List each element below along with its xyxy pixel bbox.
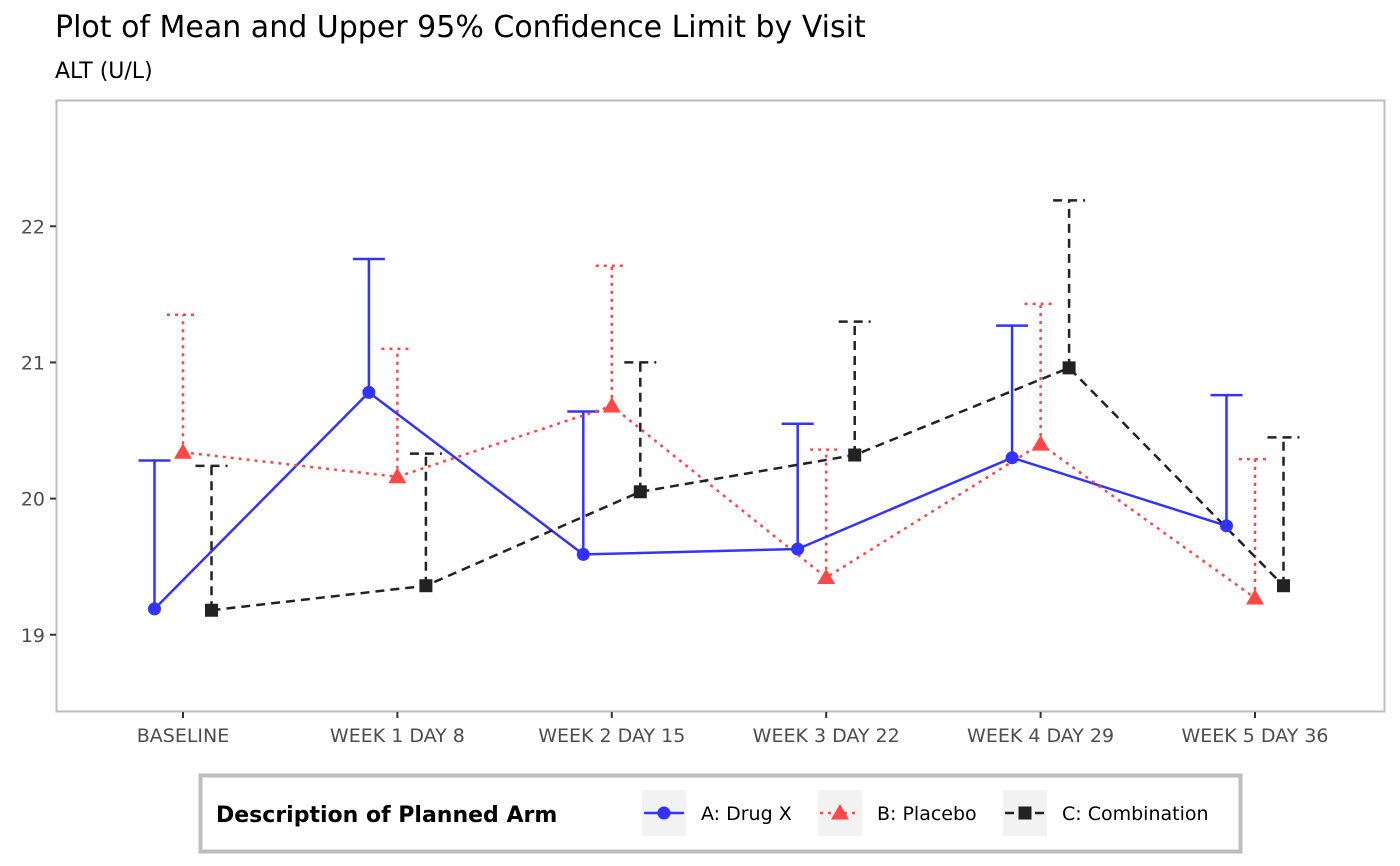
legend-key-marker xyxy=(1018,806,1032,820)
series-markers xyxy=(148,361,1290,617)
legend-items: A: Drug X B: Placebo C: Combination xyxy=(642,790,1209,836)
data-point-b-placebo xyxy=(602,397,621,413)
data-point-c-combination xyxy=(1062,361,1076,375)
legend-label: A: Drug X xyxy=(701,803,792,825)
data-point-a-drug-x xyxy=(148,602,161,616)
x-tick-label: WEEK 3 DAY 22 xyxy=(753,725,900,747)
series-line-b-placebo xyxy=(182,404,1256,600)
legend-item-b-placebo: B: Placebo xyxy=(818,790,977,836)
x-tick-label: WEEK 5 DAY 36 xyxy=(1181,725,1328,747)
error-bar-a-drug-x xyxy=(996,324,1029,458)
error-bar-b-placebo xyxy=(167,313,199,453)
data-point-b-placebo xyxy=(388,467,407,484)
error-bar-c-combination xyxy=(624,361,657,492)
chart-subtitle: ALT (U/L) xyxy=(55,59,153,84)
data-point-b-placebo xyxy=(817,568,836,585)
data-point-b-placebo xyxy=(1246,588,1264,605)
error-bar-c-combination xyxy=(409,452,442,586)
error-bar-b-placebo xyxy=(1024,302,1057,445)
data-point-a-drug-x xyxy=(362,385,376,399)
error-bar-a-drug-x xyxy=(352,257,385,393)
error-bar-c-combination xyxy=(838,320,871,456)
data-point-c-combination xyxy=(419,579,433,593)
series-lines xyxy=(153,366,1285,612)
legend: Description of Planned Arm A: Drug X B: P… xyxy=(198,773,1243,854)
x-tick-label: WEEK 4 DAY 29 xyxy=(967,725,1114,747)
legend-box xyxy=(198,773,1243,854)
legend-title: Description of Planned Arm xyxy=(216,803,557,828)
error-bar-a-drug-x xyxy=(567,410,600,555)
data-point-c-combination xyxy=(205,603,218,617)
data-point-c-combination xyxy=(1277,579,1290,593)
x-tick-label: WEEK 1 DAY 8 xyxy=(330,725,465,747)
error-bars xyxy=(138,199,1300,611)
error-bar-b-placebo xyxy=(595,264,628,406)
x-tick-label: WEEK 2 DAY 15 xyxy=(538,725,685,747)
y-axis: 19 20 21 22 xyxy=(21,216,56,647)
x-axis: BASELINE WEEK 1 DAY 8 WEEK 2 DAY 15 WEEK 3 … xyxy=(137,712,1329,747)
legend-label: C: Combination xyxy=(1062,803,1209,825)
data-point-c-combination xyxy=(848,448,862,462)
error-bar-b-placebo xyxy=(810,448,843,578)
chart-title: Plot of Mean and Upper 95% Confidence Li… xyxy=(55,10,866,45)
y-tick-label: 22 xyxy=(21,216,45,238)
series-line-a-drug-x xyxy=(153,390,1227,610)
legend-label: B: Placebo xyxy=(877,803,977,825)
data-point-a-drug-x xyxy=(1220,519,1233,533)
error-bar-c-combination xyxy=(1267,436,1300,586)
data-point-a-drug-x xyxy=(791,542,805,556)
legend-item-c-combination: C: Combination xyxy=(1003,790,1209,836)
error-bar-a-drug-x xyxy=(1210,393,1243,526)
error-bar-c-combination xyxy=(195,464,228,611)
error-bar-c-combination xyxy=(1053,199,1086,368)
data-point-b-placebo xyxy=(174,443,192,459)
data-point-b-placebo xyxy=(1031,435,1050,451)
y-tick-label: 21 xyxy=(21,352,45,374)
data-point-c-combination xyxy=(633,485,647,499)
error-bar-a-drug-x xyxy=(138,459,171,609)
data-point-a-drug-x xyxy=(576,547,590,561)
legend-key-marker xyxy=(657,806,671,820)
plot-panel xyxy=(55,99,1386,713)
data-point-a-drug-x xyxy=(1005,451,1019,465)
series-line-c-combination xyxy=(211,366,1285,612)
x-tick-label: BASELINE xyxy=(137,725,230,747)
legend-item-a-drug-x: A: Drug X xyxy=(642,790,792,836)
error-bar-b-placebo xyxy=(381,347,414,477)
y-tick-label: 20 xyxy=(21,489,45,511)
legend-key-marker xyxy=(831,804,849,820)
error-bar-b-placebo xyxy=(1239,457,1271,598)
y-tick-label: 19 xyxy=(21,625,45,647)
error-bar-a-drug-x xyxy=(781,422,814,549)
